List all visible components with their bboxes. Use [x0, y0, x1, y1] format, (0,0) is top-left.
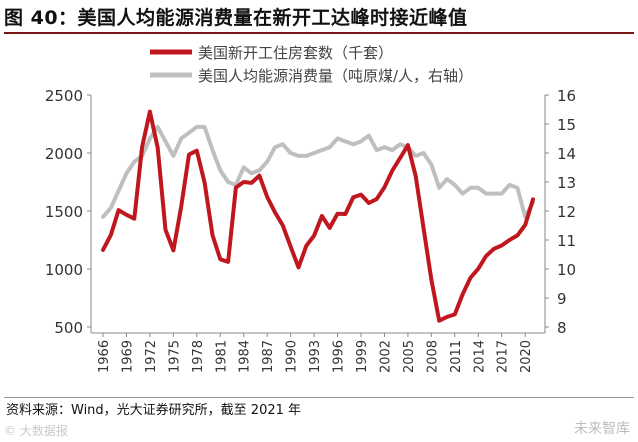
energy-consumption-line — [101, 124, 535, 219]
watermark-left: © 大数据报 — [4, 424, 68, 438]
right-tick-label: 14 — [557, 145, 576, 163]
right-tick-label: 8 — [557, 319, 567, 337]
right-tick-label: 11 — [557, 232, 576, 250]
x-tick-label: 2020 — [519, 340, 534, 373]
left-tick-label: 500 — [54, 319, 83, 337]
right-tick-label: 16 — [557, 87, 576, 105]
left-tick-label: 2000 — [45, 145, 83, 163]
right-tick-label: 15 — [557, 116, 576, 134]
x-tick-label: 1975 — [167, 340, 182, 373]
right-tick-label: 12 — [557, 203, 576, 221]
x-tick-label: 1993 — [308, 340, 323, 373]
legend-label: 美国新开工住房套数（千套） — [198, 44, 393, 62]
x-tick-label: 1981 — [214, 340, 229, 373]
x-tick-label: 2002 — [378, 340, 393, 373]
x-tick-label: 1987 — [261, 340, 276, 373]
x-tick-label: 2014 — [472, 340, 487, 373]
right-y-axis: 8 9 10 11 12 13 14 15 16 — [544, 87, 576, 337]
x-tick-label: 2011 — [449, 340, 464, 373]
x-tick-label: 1990 — [285, 340, 300, 373]
x-tick-label: 2008 — [425, 340, 440, 373]
source-divider — [4, 397, 634, 398]
x-tick-label: 1999 — [355, 340, 370, 373]
x-tick-label: 2005 — [402, 340, 417, 373]
right-tick-label: 10 — [557, 261, 576, 279]
x-tick-label: 1966 — [97, 340, 112, 373]
right-tick-label: 13 — [557, 174, 576, 192]
chart-legend: 美国新开工住房套数（千套） 美国人均能源消费量（吨原煤/人，右轴） — [150, 44, 473, 85]
legend-label: 美国人均能源消费量（吨原煤/人，右轴） — [198, 67, 473, 85]
series-lines — [101, 109, 535, 323]
x-tick-label: 2017 — [496, 340, 511, 373]
x-tick-label: 1978 — [191, 340, 206, 373]
x-tick-label: 1972 — [144, 340, 159, 373]
housing-starts-line — [101, 109, 535, 323]
left-tick-label: 2500 — [45, 87, 83, 105]
x-tick-label: 1984 — [238, 340, 253, 373]
left-tick-label: 1500 — [45, 203, 83, 221]
title-divider — [4, 32, 634, 34]
title-bar: 图 40：美国人均能源消费量在新开工达峰时接近峰值 — [0, 0, 638, 32]
source-note: 资料来源：Wind，光大证券研究所，截至 2021 年 — [6, 403, 302, 418]
left-tick-label: 1000 — [45, 261, 83, 279]
page-title: 图 40：美国人均能源消费量在新开工达峰时接近峰值 — [4, 7, 468, 29]
line-chart: 美国新开工住房套数（千套） 美国人均能源消费量（吨原煤/人，右轴） 500 1000… — [45, 44, 576, 373]
x-tick-label: 1996 — [332, 340, 347, 373]
right-tick-label: 9 — [557, 290, 567, 308]
watermark-right: 未来智库 — [574, 421, 630, 437]
left-y-axis: 500 1000 1500 2000 2500 — [45, 87, 92, 337]
x-tick-label: 1969 — [120, 340, 135, 373]
x-axis: 1966 1969 1972 1975 1978 1981 1984 1987 1990 1993… — [91, 332, 545, 373]
